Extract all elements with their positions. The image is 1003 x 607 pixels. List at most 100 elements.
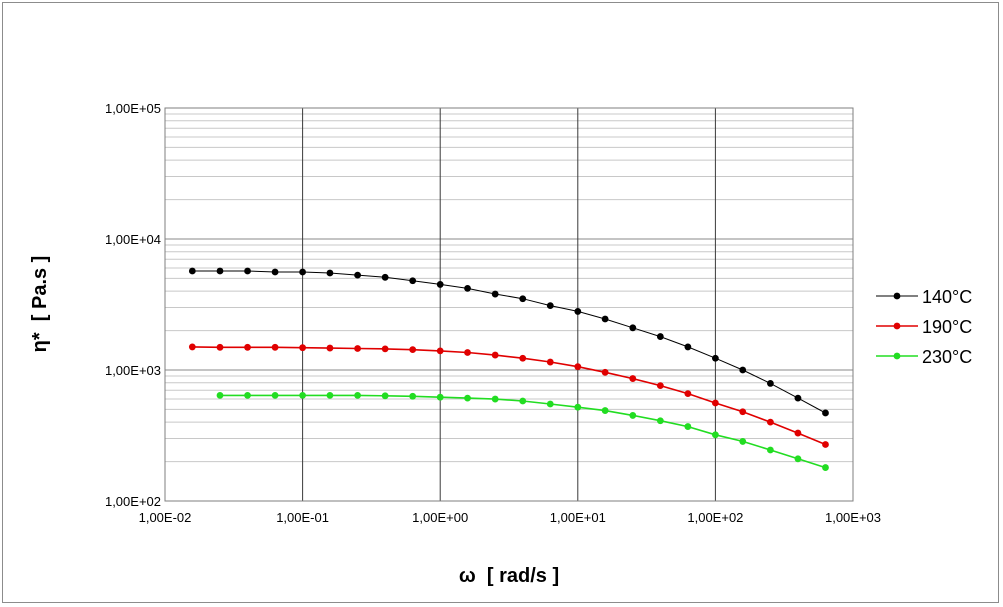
series-1 [188, 343, 829, 448]
data-point [712, 354, 719, 362]
legend-marker [893, 352, 901, 360]
data-point [326, 344, 334, 352]
legend-item: 190°C [876, 317, 972, 337]
data-point [464, 394, 471, 402]
data-point [326, 391, 334, 399]
x-tick-label: 1,00E-01 [276, 510, 329, 525]
data-point [822, 409, 829, 417]
data-point [629, 375, 637, 382]
series-2 [216, 391, 829, 471]
x-tick-labels: 1,00E-02 1,00E-01 1,00E+00 1,00E+01 1,00E+02… [139, 510, 881, 525]
plot-area [165, 108, 853, 501]
data-point [216, 391, 224, 399]
data-point [574, 363, 582, 371]
data-point [244, 267, 251, 275]
data-point [766, 446, 774, 454]
data-point [766, 380, 774, 387]
data-point [299, 344, 306, 352]
data-point [354, 391, 361, 399]
data-point [601, 368, 609, 376]
data-point [739, 408, 747, 416]
data-point [299, 391, 306, 399]
data-point [464, 284, 471, 292]
x-axis-title: ω [ rad/s ] [459, 565, 559, 587]
data-point [216, 343, 224, 351]
data-point [601, 315, 609, 323]
data-point [546, 358, 554, 366]
data-point [656, 382, 664, 390]
data-point [794, 394, 802, 402]
data-point [822, 464, 829, 471]
x-tick-label: 1,00E-02 [139, 510, 192, 525]
data-point [216, 267, 224, 275]
data-point [436, 393, 444, 401]
y-tick-label: 1,00E+02 [105, 494, 161, 509]
data-point [766, 418, 774, 426]
data-point [519, 295, 527, 303]
legend-label: 230°C [922, 347, 972, 367]
legend-item: 140°C [876, 287, 972, 307]
series-line [192, 346, 826, 446]
data-point [381, 273, 389, 281]
data-point [794, 455, 802, 463]
data-point [188, 343, 196, 351]
legend-label: 190°C [922, 317, 972, 337]
minor-gridlines [165, 113, 853, 463]
data-point [822, 441, 829, 448]
data-point [381, 345, 389, 353]
legend-label: 140°C [922, 287, 972, 307]
data-point [436, 347, 444, 355]
x-tick-label: 1,00E+03 [825, 510, 881, 525]
data-point [629, 412, 637, 419]
data-point [326, 269, 334, 277]
data-point [656, 417, 664, 425]
data-point [491, 290, 499, 298]
data-point [436, 281, 444, 288]
data-point [739, 366, 747, 374]
series-0 [188, 267, 829, 417]
data-point [712, 399, 719, 407]
data-point [188, 267, 196, 275]
data-point [299, 268, 306, 276]
data-point [546, 302, 554, 310]
data-point [656, 333, 664, 340]
data-point [491, 395, 499, 403]
data-point [574, 308, 582, 315]
data-point [629, 324, 637, 332]
data-point [271, 391, 279, 399]
plot-border [164, 107, 854, 502]
y-tick-labels: 1,00E+02 1,00E+03 1,00E+04 1,00E+05 [105, 101, 161, 509]
data-point [519, 397, 527, 405]
x-tick-label: 1,00E+02 [687, 510, 743, 525]
data-point [684, 343, 692, 351]
legend-marker [893, 292, 901, 300]
data-point [601, 407, 609, 414]
data-point [491, 351, 499, 359]
legend-marker [893, 322, 901, 330]
data-point [574, 403, 582, 411]
data-point [409, 346, 417, 354]
series-line [192, 270, 826, 414]
data-point [519, 354, 527, 362]
data-point [271, 343, 279, 351]
data-point [684, 423, 692, 430]
y-axis-title: η* [ Pa.s ] [29, 256, 51, 353]
data-point [271, 268, 279, 276]
y-tick-label: 1,00E+05 [105, 101, 161, 116]
data-point [381, 392, 389, 400]
series-layer [188, 267, 829, 471]
data-point [684, 390, 692, 398]
data-point [354, 271, 361, 279]
x-tick-label: 1,00E+00 [412, 510, 468, 525]
data-point [546, 400, 554, 408]
data-point [464, 349, 471, 356]
legend: 140°C 190°C 230°C [876, 287, 972, 367]
y-tick-label: 1,00E+03 [105, 363, 161, 378]
data-point [354, 345, 361, 352]
data-point [794, 429, 802, 437]
x-tick-label: 1,00E+01 [550, 510, 606, 525]
data-point [712, 431, 719, 439]
data-point [244, 343, 251, 351]
data-point [409, 392, 417, 400]
